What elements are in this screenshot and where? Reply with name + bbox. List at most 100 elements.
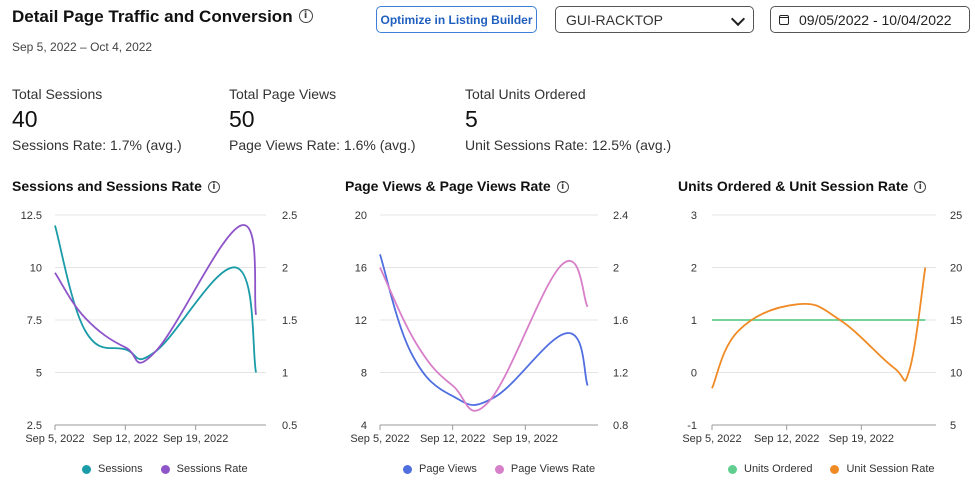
legend-label: Sessions — [98, 463, 143, 475]
legend-page-views: Page Views Page Views Rate — [403, 463, 595, 475]
page-views-chart: 20 2.4 16 2 12 1.6 8 1.2 4 0.8 Sep 5, 2022 Sep 12, … — [350, 210, 628, 445]
legend-swatch — [494, 464, 504, 474]
x-tick-label: Sep 19, 2022 — [163, 433, 228, 445]
legend-item[interactable]: Page Views Rate — [494, 463, 596, 475]
metric-label: Total Page Views — [229, 86, 337, 102]
y-right-tick-label: 0.5 — [282, 420, 297, 432]
y-left-tick-label: 16 — [355, 263, 367, 275]
legend-item[interactable]: Sessions — [82, 463, 143, 475]
y-left-tick-label: 0 — [691, 368, 697, 380]
y-left-tick-label: -1 — [687, 420, 697, 432]
page-title-text: Detail Page Traffic and Conversion — [12, 7, 293, 26]
legend-swatch — [160, 464, 170, 474]
x-tick-label: Sep 19, 2022 — [493, 433, 558, 445]
legend-label: Sessions Rate — [176, 463, 248, 475]
legend-item[interactable]: Page Views — [403, 463, 477, 475]
legend-swatch — [830, 464, 840, 474]
y-left-tick-label: 20 — [355, 210, 367, 222]
chevron-down-icon — [730, 11, 746, 27]
metric-value: 5 — [465, 106, 478, 132]
chart-title-page-views: Page Views & Page Views Rate i — [345, 178, 569, 194]
metric-rate: Sessions Rate: 1.7% (avg.) — [12, 137, 182, 153]
metric-total-units-ordered: Total Units Ordered 5 Unit Sessions Rate… — [465, 86, 671, 153]
x-tick-label: Sep 5, 2022 — [682, 433, 741, 445]
metric-label: Total Units Ordered — [465, 86, 586, 102]
store-select[interactable]: GUI-RACKTOP — [555, 6, 754, 33]
legend-label: Page Views — [419, 463, 477, 475]
date-subtitle: Sep 5, 2022 – Oct 4, 2022 — [12, 40, 153, 54]
legend-label: Unit Session Rate — [846, 463, 935, 475]
page-title: Detail Page Traffic and Conversion i — [12, 7, 313, 27]
legend-swatch — [82, 464, 91, 474]
info-icon[interactable]: i — [914, 181, 927, 194]
y-left-tick-label: 2 — [691, 263, 697, 275]
metric-label: Total Sessions — [12, 86, 103, 102]
y-left-tick-label: 2.5 — [27, 420, 42, 432]
y-left-tick-label: 5 — [36, 368, 42, 380]
series-line-page-views-rate — [379, 260, 589, 412]
metric-total-page-views: Total Page Views 50 Page Views Rate: 1.6… — [229, 86, 416, 153]
x-tick-label: Sep 5, 2022 — [25, 433, 84, 445]
series-line-page-views — [379, 254, 589, 406]
chart-title-text: Page Views & Page Views Rate — [345, 178, 551, 194]
y-right-tick-label: 2.4 — [613, 210, 628, 222]
legend-sessions: Sessions Sessions Rate — [82, 463, 248, 475]
y-left-tick-label: 1 — [691, 315, 697, 327]
optimize-listing-label: Optimize in Listing Builder — [380, 12, 533, 27]
units-ordered-chart: 3 25 2 20 1 15 0 10 -1 5 Sep 5, 2022 Sep 12, 2022 Se… — [682, 210, 962, 445]
legend-units-ordered: Units Ordered Unit Session Rate — [728, 463, 935, 475]
y-right-tick-label: 1.2 — [613, 368, 628, 380]
info-icon[interactable]: i — [207, 181, 220, 194]
y-left-tick-label: 7.5 — [27, 315, 42, 327]
series-line-sessions — [54, 225, 257, 373]
y-right-tick-label: 2.5 — [282, 210, 297, 222]
y-right-tick-label: 20 — [950, 263, 962, 275]
metric-value: 40 — [12, 106, 38, 132]
y-left-tick-label: 3 — [691, 210, 697, 222]
y-right-tick-label: 1.5 — [282, 315, 297, 327]
y-left-tick-label: 10 — [30, 263, 42, 275]
legend-label: Units Ordered — [744, 463, 813, 475]
series-line-unit-session-rate — [711, 267, 927, 389]
metric-total-sessions: Total Sessions 40 Sessions Rate: 1.7% (a… — [12, 86, 182, 153]
optimize-listing-button[interactable]: Optimize in Listing Builder — [376, 6, 537, 33]
legend-swatch — [403, 464, 412, 474]
chart-title-sessions: Sessions and Sessions Rate i — [12, 178, 220, 194]
series-line-sessions-rate — [54, 224, 257, 364]
y-left-tick-label: 8 — [361, 368, 367, 380]
metric-rate: Page Views Rate: 1.6% (avg.) — [229, 137, 416, 153]
metric-rate: Unit Sessions Rate: 12.5% (avg.) — [465, 137, 672, 153]
y-left-tick-label: 12 — [355, 315, 367, 327]
chart-title-text: Units Ordered & Unit Session Rate — [678, 178, 909, 194]
chart-title-units-ordered: Units Ordered & Unit Session Rate i — [678, 178, 927, 194]
x-tick-label: Sep 12, 2022 — [420, 433, 485, 445]
metric-value: 50 — [229, 106, 255, 132]
y-right-tick-label: 5 — [950, 420, 956, 432]
legend-item[interactable]: Unit Session Rate — [830, 463, 935, 475]
y-right-tick-label: 0.8 — [613, 420, 628, 432]
x-tick-label: Sep 5, 2022 — [350, 433, 409, 445]
x-tick-label: Sep 12, 2022 — [754, 433, 819, 445]
y-right-tick-label: 1 — [282, 368, 288, 380]
legend-label: Page Views Rate — [510, 463, 596, 475]
y-right-tick-label: 1.6 — [613, 315, 628, 327]
info-icon[interactable]: i — [556, 181, 569, 194]
date-range-picker[interactable]: 09/05/2022 - 10/04/2022 — [770, 6, 970, 33]
legend-item[interactable]: Units Ordered — [728, 463, 812, 475]
y-left-tick-label: 4 — [361, 420, 367, 432]
legend-swatch — [728, 464, 737, 474]
y-right-tick-label: 10 — [950, 368, 962, 380]
y-right-tick-label: 2 — [282, 263, 288, 275]
chart-title-text: Sessions and Sessions Rate — [12, 178, 202, 194]
calendar-icon — [779, 14, 789, 25]
y-right-tick-label: 2 — [613, 263, 619, 275]
y-left-tick-label: 12.5 — [21, 210, 42, 222]
date-range-value: 09/05/2022 - 10/04/2022 — [799, 11, 952, 28]
y-right-tick-label: 15 — [950, 315, 962, 327]
legend-item[interactable]: Sessions Rate — [160, 463, 248, 475]
store-select-value: GUI-RACKTOP — [566, 11, 663, 28]
x-tick-label: Sep 12, 2022 — [93, 433, 158, 445]
info-icon[interactable]: i — [298, 8, 313, 23]
x-tick-label: Sep 19, 2022 — [829, 433, 894, 445]
